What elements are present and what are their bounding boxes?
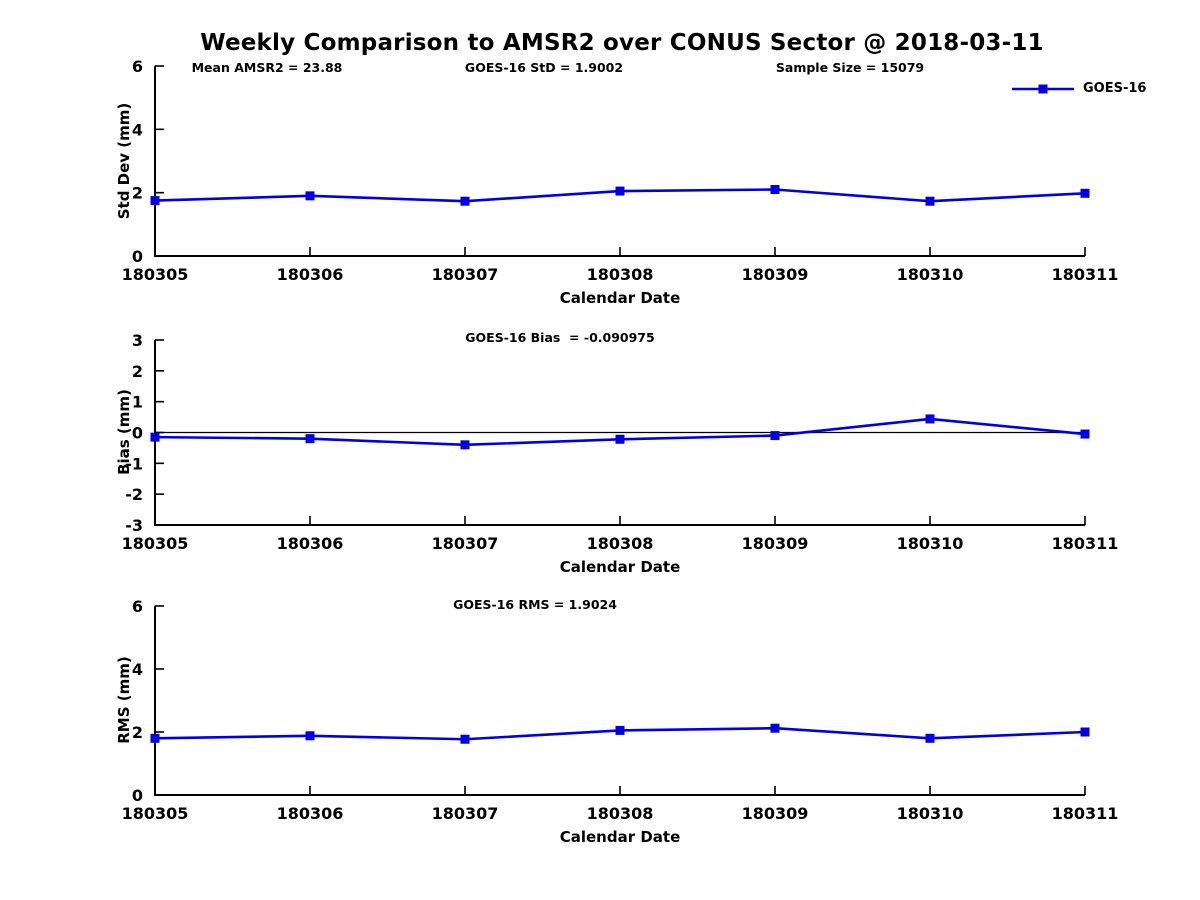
x-tick-label: 180306 [277,265,344,284]
x-tick-label: 180305 [122,534,189,553]
x-tick-label: 180306 [277,804,344,823]
x-tick-label: 180309 [742,265,809,284]
y-tick-label: 2 [132,362,143,381]
y-tick-label: 0 [132,247,143,266]
data-point-marker [925,414,935,424]
data-point-marker [1080,727,1090,737]
data-point-marker [150,733,160,743]
data-point-marker [460,440,470,450]
y-tick-label: 0 [132,424,143,443]
y-tick-label: 1 [132,393,143,412]
data-point-marker [925,733,935,743]
y-tick-label: -2 [125,485,143,504]
data-point-marker [150,196,160,206]
x-tick-label: 180310 [897,265,964,284]
y-tick-label: 4 [132,660,143,679]
x-axis-label-calendar-date-1: Calendar Date [559,289,681,307]
plot-std-dev: 0 2 4 6 180305 180306 180307 180308 180309 180310… [122,57,1119,284]
plot-bias: -3 -2 -1 0 1 2 3 180305 180306 180307 180308 180309… [122,331,1119,553]
y-tick-label: 4 [132,120,143,139]
x-tick-label: 180311 [1052,804,1119,823]
legend: GOES-16 [1012,81,1146,96]
legend-label: GOES-16 [1083,81,1147,96]
x-tick-label: 180308 [587,534,654,553]
data-point-marker [770,431,780,441]
data-point-marker [615,186,625,196]
data-point-marker [925,196,935,206]
plot-rms: 0 2 4 6 180305 180306 180307 180308 180309 180310… [122,597,1119,823]
data-point-marker [460,734,470,744]
x-tick-label: 180311 [1052,534,1119,553]
data-point-marker [150,432,160,442]
y-axis-label-bias: Bias (mm) [115,389,133,475]
y-tick-label: -1 [125,454,143,473]
annotation-goes16-rms: GOES-16 RMS = 1.9024 [453,597,617,612]
figure-title: Weekly Comparison to AMSR2 over CONUS Se… [200,30,1044,56]
data-point-marker [615,725,625,735]
y-tick-label: 6 [132,57,143,76]
x-tick-label: 180307 [432,804,499,823]
y-tick-label: 0 [132,786,143,805]
annotation-mean-amsr2: Mean AMSR2 = 23.88 [191,60,343,75]
x-tick-label: 180311 [1052,265,1119,284]
annotation-goes16-bias: GOES-16 Bias = -0.090975 [465,330,655,345]
x-axis-label-calendar-date-2: Calendar Date [559,558,681,576]
x-tick-label: 180310 [897,534,964,553]
data-point-marker [305,731,315,741]
y-tick-label: 2 [132,723,143,742]
legend-line-marker-icon [1012,84,1074,93]
x-axis-label-calendar-date-3: Calendar Date [559,828,681,846]
x-tick-label: 180305 [122,804,189,823]
data-point-marker [615,434,625,444]
data-point-marker [305,191,315,201]
x-tick-label: 180307 [432,265,499,284]
y-tick-label: 2 [132,184,143,203]
x-tick-label: 180307 [432,534,499,553]
annotation-sample-size: Sample Size = 15079 [775,60,925,75]
x-tick-label: 180309 [742,534,809,553]
x-tick-label: 180308 [587,265,654,284]
x-tick-label: 180306 [277,534,344,553]
x-tick-label: 180309 [742,804,809,823]
data-point-marker [460,196,470,206]
data-point-marker [770,723,780,733]
data-point-marker [1080,429,1090,439]
x-tick-label: 180308 [587,804,654,823]
y-axis-label-rms: RMS (mm) [115,656,133,744]
data-point-marker [1080,188,1090,198]
y-tick-label: 3 [132,331,143,350]
data-point-marker [305,434,315,444]
y-tick-label: 6 [132,597,143,616]
y-tick-label: -3 [125,516,143,535]
x-tick-label: 180310 [897,804,964,823]
annotation-goes16-std: GOES-16 StD = 1.9002 [464,60,624,75]
y-axis-label-std-dev: Std Dev (mm) [115,102,133,220]
data-point-marker [770,185,780,194]
x-tick-label: 180305 [122,265,189,284]
